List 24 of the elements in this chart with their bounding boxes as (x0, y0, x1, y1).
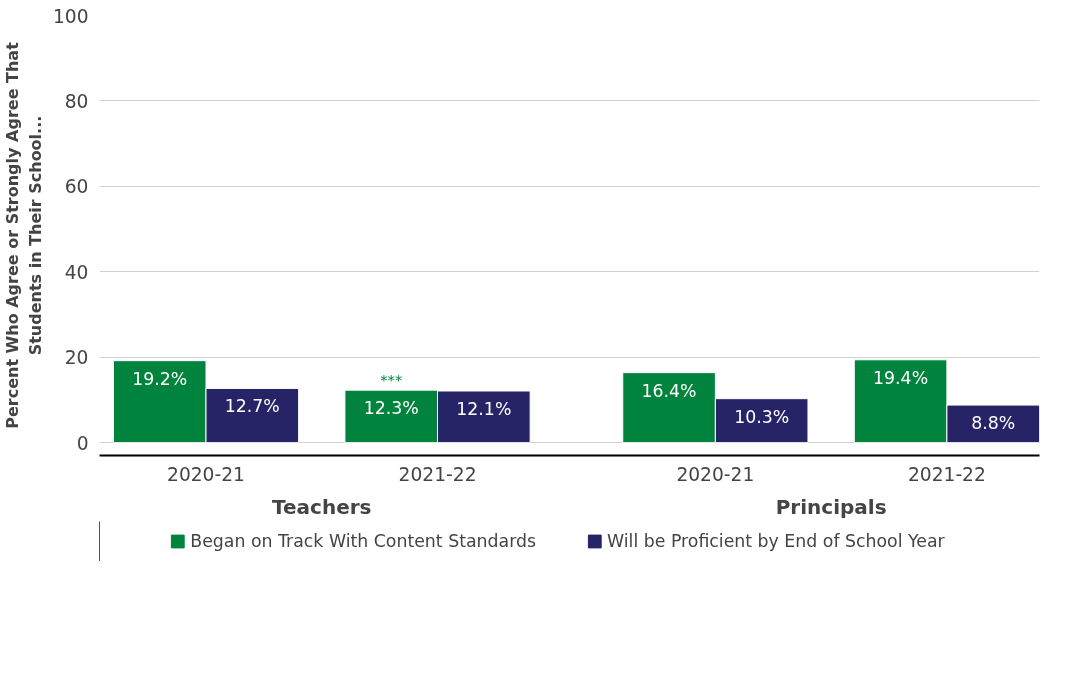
x-tick-label: 2020-21 (676, 463, 755, 485)
data-label: 16.4% (641, 380, 697, 401)
y-tick-label: 80 (64, 90, 89, 112)
data-label: 19.2% (132, 368, 188, 389)
data-label: 19.4% (873, 367, 929, 388)
legend-label: Will be Proficient by End of School Year (607, 531, 945, 551)
x-tick-label: 2021-22 (907, 463, 986, 485)
data-label: 8.8% (971, 413, 1016, 434)
text: Teachers (272, 494, 372, 519)
data-label: 10.3% (734, 406, 790, 427)
y-tick-label: 0 (76, 432, 89, 454)
y-axis-title: Percent Who Agree or Strongly Agree That Students in Their School... (3, 41, 45, 429)
x-tick-label: 2021-22 (398, 463, 477, 485)
y-tick-label: 100 (52, 5, 89, 27)
data-label: 12.1% (456, 399, 512, 419)
text: Principals (775, 494, 887, 519)
y-tick-label: 40 (64, 261, 89, 283)
y-tick-label: 20 (64, 347, 89, 369)
annotation: *** (380, 371, 403, 389)
x-tick-label: 2020-21 (167, 463, 245, 485)
legend-label: Began on Track With Content Standards (190, 531, 537, 551)
data-label: 12.3% (363, 398, 419, 419)
data-label: 12.7% (224, 396, 280, 417)
y-tick-label: 60 (64, 176, 89, 198)
